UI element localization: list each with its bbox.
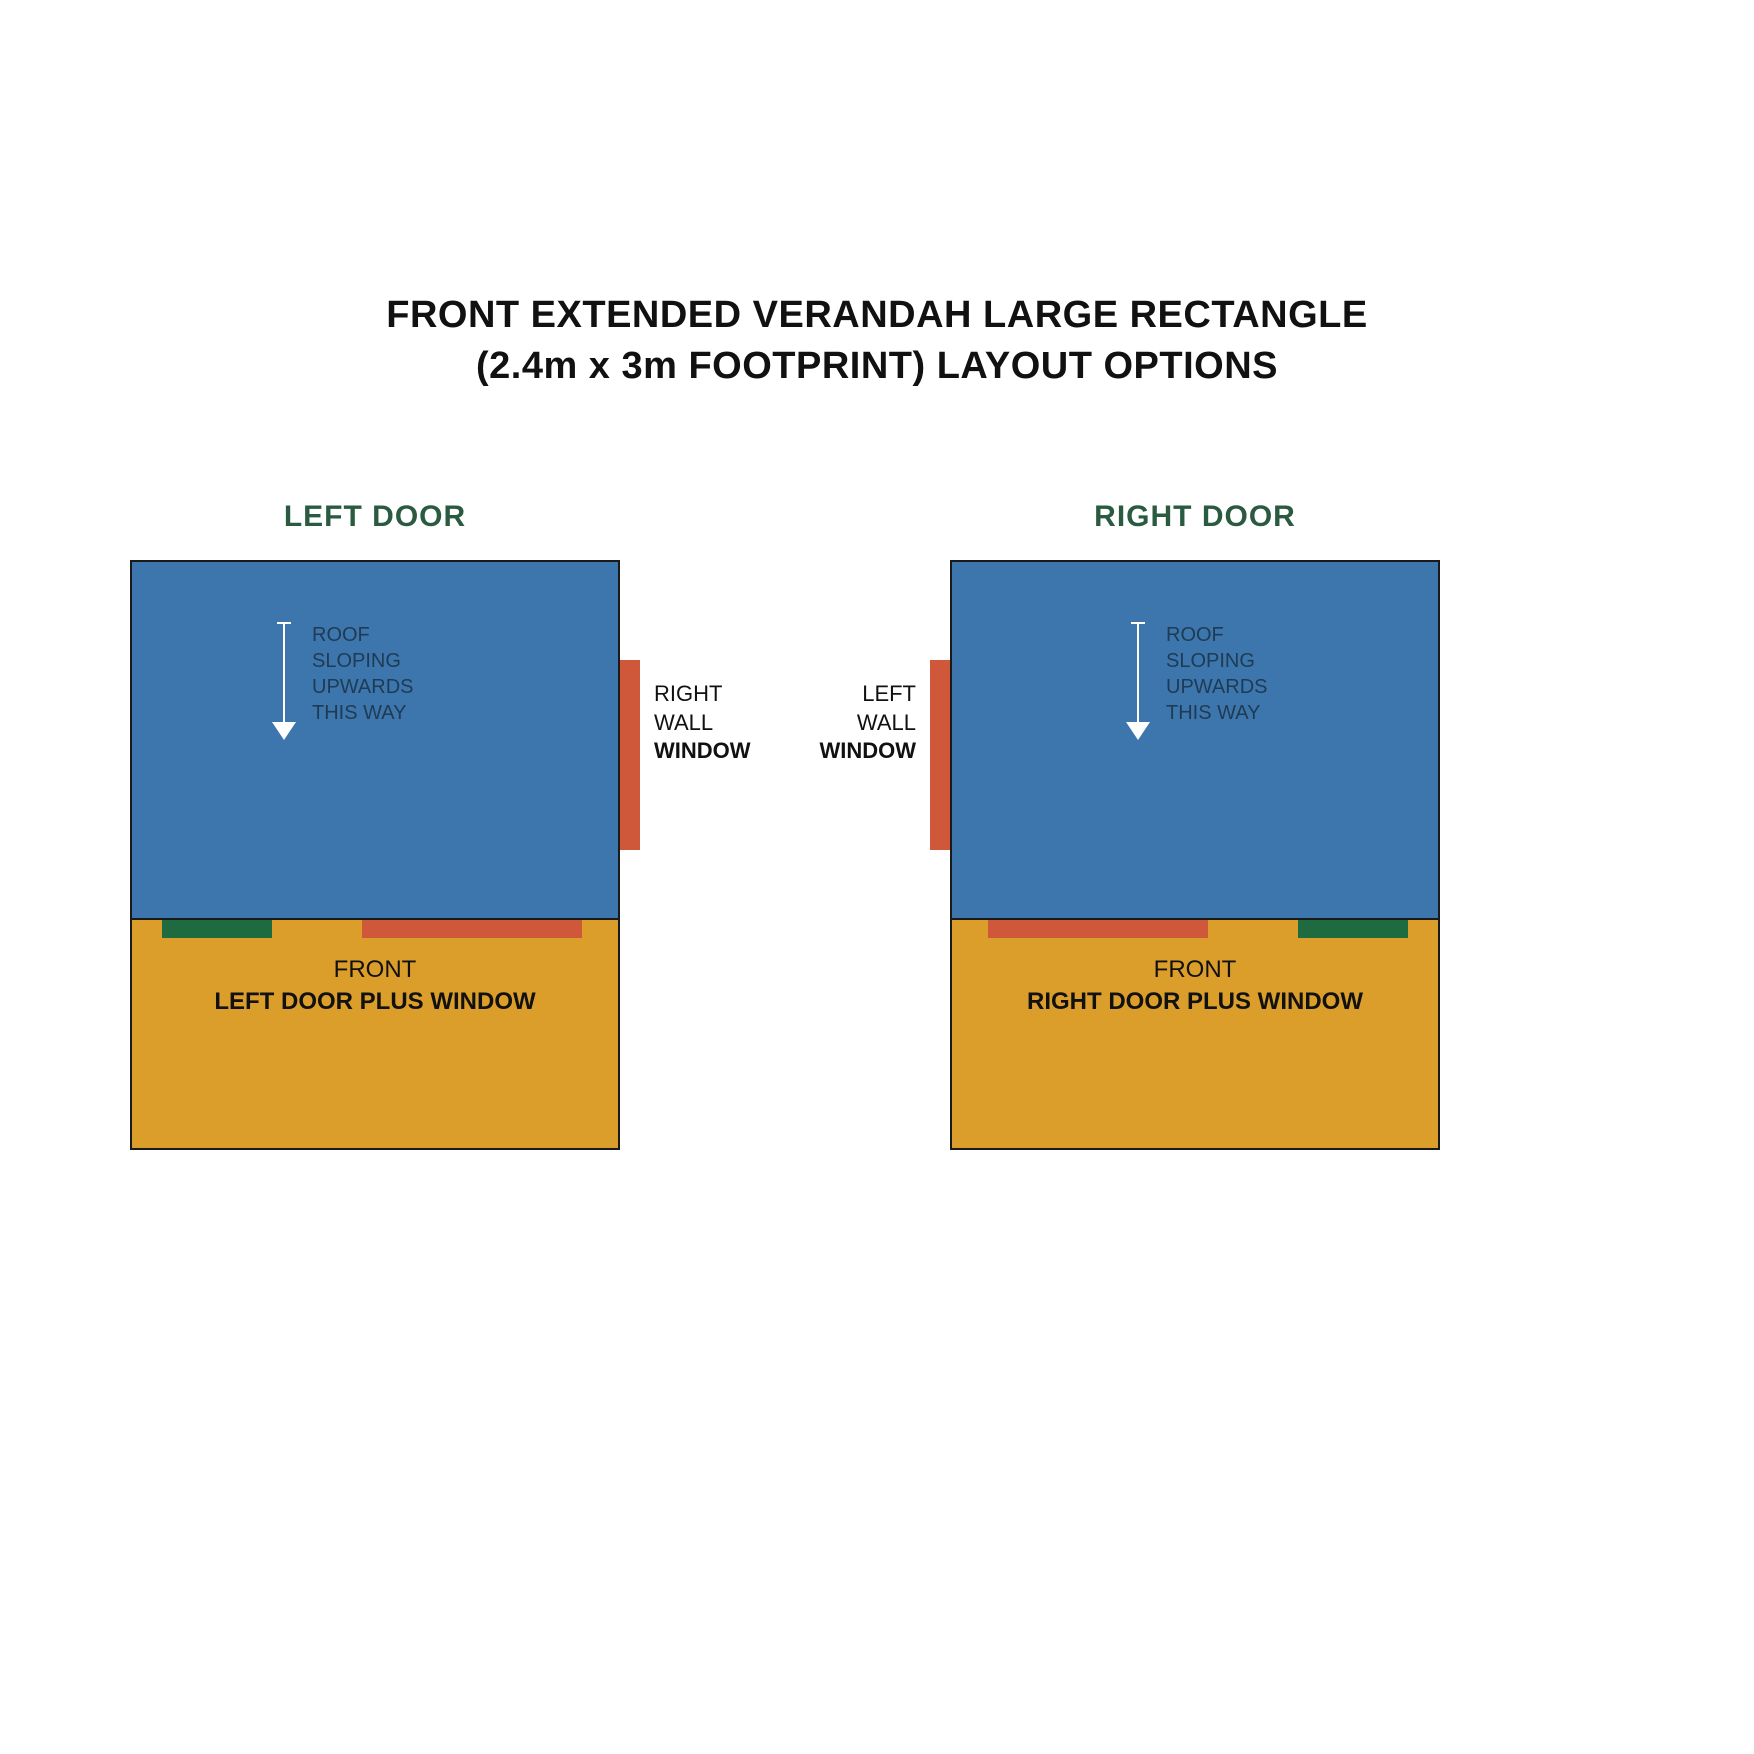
right-wall-window <box>620 660 640 850</box>
left-wall-window-label: LEFT WALL WINDOW <box>819 680 916 766</box>
front-door <box>1298 920 1408 938</box>
front-window <box>988 920 1208 938</box>
title-line-2: (2.4m x 3m FOOTPRINT) LAYOUT OPTIONS <box>0 341 1754 392</box>
front-window <box>362 920 582 938</box>
canvas: FRONT EXTENDED VERANDAH LARGE RECTANGLE … <box>0 0 1754 1754</box>
left-verandah: FRONT LEFT DOOR PLUS WINDOW <box>130 920 620 1150</box>
down-arrow-icon <box>1124 622 1152 740</box>
left-option-label: LEFT DOOR <box>130 500 620 534</box>
left-diagram: ROOF SLOPING UPWARDS THIS WAY RIGHT WALL… <box>130 560 620 1150</box>
right-option-label: RIGHT DOOR <box>950 500 1440 534</box>
slope-text: ROOF SLOPING UPWARDS THIS WAY <box>1166 622 1267 726</box>
left-slope-indicator: ROOF SLOPING UPWARDS THIS WAY <box>270 622 413 740</box>
page-title: FRONT EXTENDED VERANDAH LARGE RECTANGLE … <box>0 290 1754 393</box>
down-arrow-icon <box>270 622 298 740</box>
right-slope-indicator: ROOF SLOPING UPWARDS THIS WAY <box>1124 622 1267 740</box>
left-front-label: FRONT LEFT DOOR PLUS WINDOW <box>132 954 618 1019</box>
right-wall-window-label: RIGHT WALL WINDOW <box>654 680 751 766</box>
right-diagram: LEFT WALL WINDOW ROOF SLOPING UPWARDS TH… <box>950 560 1440 1150</box>
left-wall-window <box>930 660 950 850</box>
title-line-1: FRONT EXTENDED VERANDAH LARGE RECTANGLE <box>0 290 1754 341</box>
right-verandah: FRONT RIGHT DOOR PLUS WINDOW <box>950 920 1440 1150</box>
right-front-label: FRONT RIGHT DOOR PLUS WINDOW <box>952 954 1438 1019</box>
front-door <box>162 920 272 938</box>
right-roof: ROOF SLOPING UPWARDS THIS WAY <box>950 560 1440 920</box>
slope-text: ROOF SLOPING UPWARDS THIS WAY <box>312 622 413 726</box>
left-roof: ROOF SLOPING UPWARDS THIS WAY <box>130 560 620 920</box>
